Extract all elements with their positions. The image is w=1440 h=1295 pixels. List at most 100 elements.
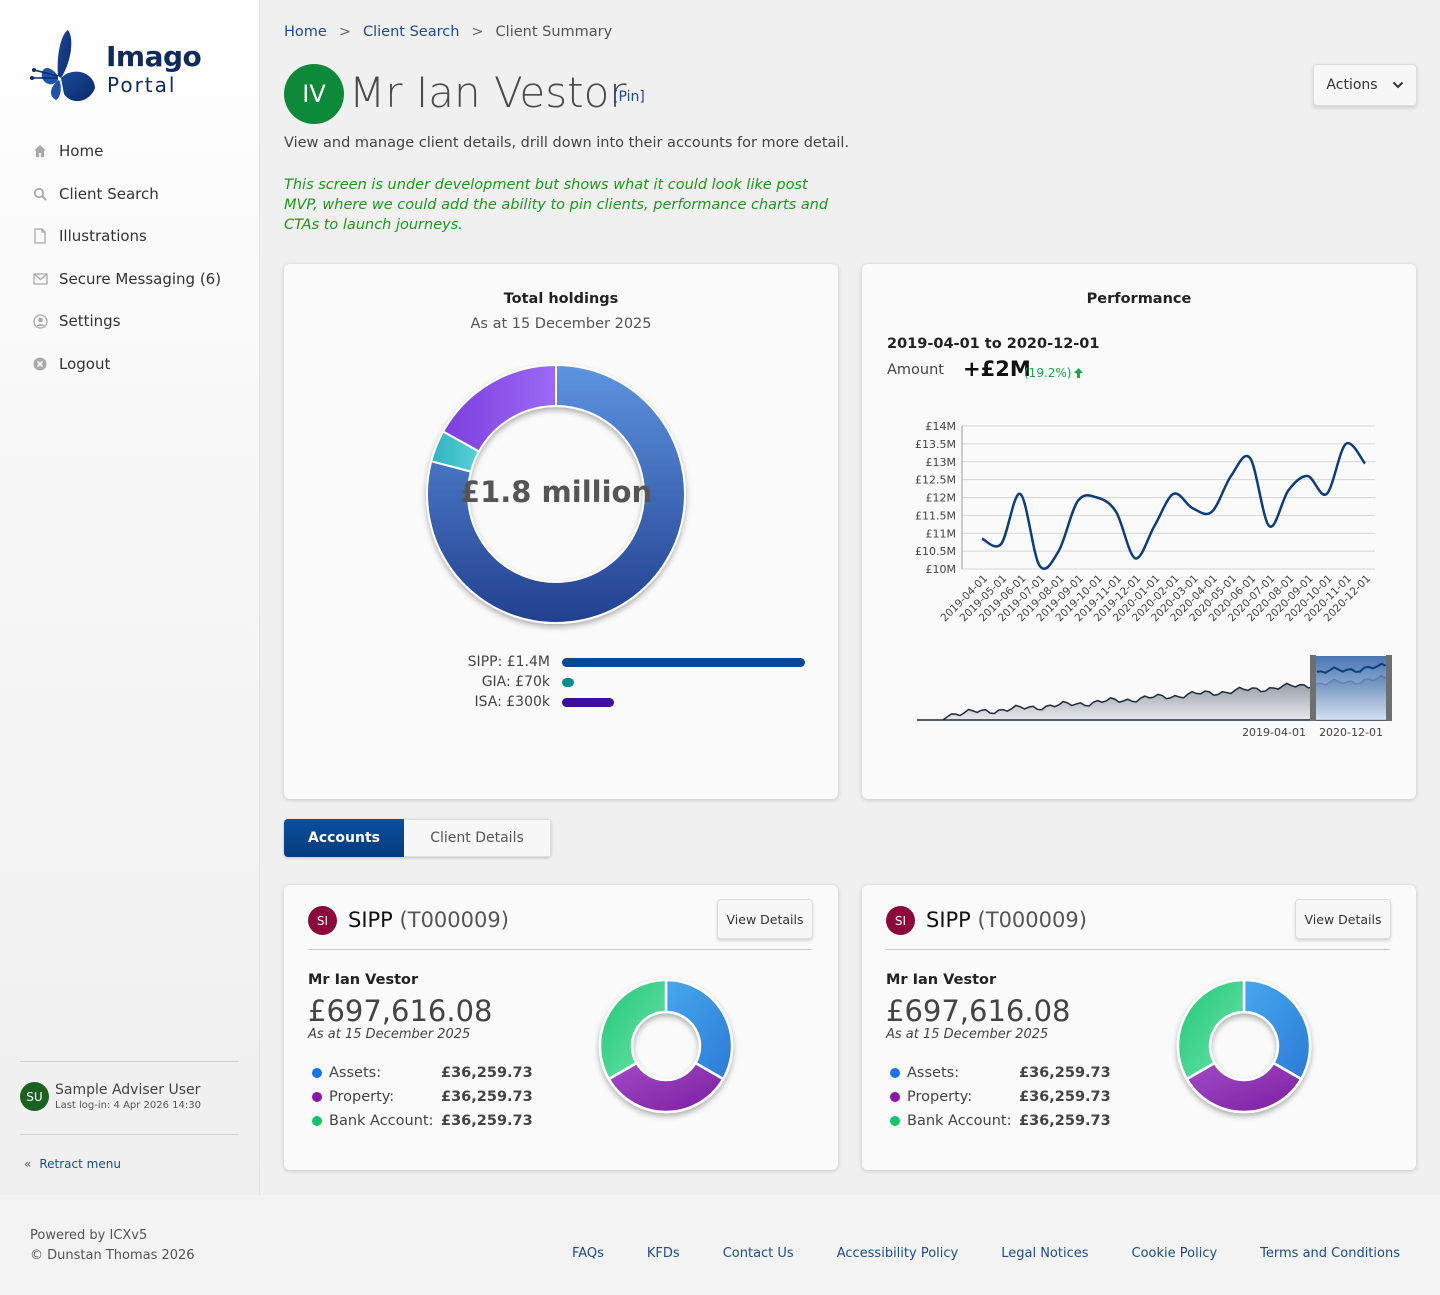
retract-menu-link[interactable]: « Retract menu — [24, 1157, 121, 1171]
double-chevron-left-icon: « — [24, 1157, 32, 1171]
sidebar-nav: Home Client Search Illustrations Secure … — [30, 130, 240, 385]
sidebar-item-label: Settings — [59, 312, 121, 331]
footer-link-contact-us[interactable]: Contact Us — [722, 1246, 794, 1261]
search-icon — [30, 184, 50, 204]
account-type: SIPP — [348, 908, 393, 932]
footer-link-legal-notices[interactable]: Legal Notices — [1001, 1246, 1089, 1261]
account-tabs: Accounts Client Details — [284, 819, 551, 857]
navigator-selection[interactable] — [1314, 656, 1386, 720]
sidebar: Imago Portal Home Client Search Illustra… — [0, 0, 260, 1195]
navigator-handle-left[interactable] — [1310, 655, 1316, 721]
total-holdings-card: Total holdings As at 15 December 2025 £1… — [284, 264, 838, 799]
bank-dot-icon — [312, 1116, 322, 1126]
legend-label: ISA: £300k — [474, 694, 550, 710]
account-value: £697,616.08 — [886, 994, 1071, 1028]
sidebar-item-client-search[interactable]: Client Search — [30, 173, 240, 216]
account-code: (T000009) — [977, 908, 1087, 932]
donut-slice-sipp[interactable] — [426, 363, 686, 624]
navigator-end-label: 2020-12-01 — [1319, 726, 1383, 739]
donut-slice-property[interactable] — [607, 1061, 725, 1114]
sidebar-item-label: Logout — [59, 354, 111, 373]
view-details-button[interactable]: View Details — [1295, 899, 1391, 939]
envelope-icon — [30, 269, 50, 289]
butterfly-logo-icon — [30, 30, 95, 102]
performance-line-chart: £10M £10.5M £11M £11.5M £12M £12.5M £13M £13.5M… — [915, 420, 1392, 739]
account-divider — [886, 949, 1390, 950]
footer-link-terms-and-conditions[interactable]: Terms and Conditions — [1260, 1246, 1400, 1261]
performance-series-line[interactable] — [981, 441, 1366, 570]
breadcrumb-home[interactable]: Home — [284, 24, 327, 40]
account-as-at: As at 15 December 2025 — [308, 1027, 471, 1042]
account-row-property: Property: £36,259.73 — [312, 1089, 533, 1105]
y-tick-label: £12.5M — [915, 474, 956, 487]
footer-links: FAQs KFDs Contact Us Accessibility Polic… — [572, 1246, 1400, 1261]
row-amount: £36,259.73 — [441, 1113, 533, 1129]
breadcrumb-client-search[interactable]: Client Search — [362, 24, 460, 40]
account-donut-chart — [1176, 978, 1312, 1114]
chevron-down-icon — [1392, 81, 1403, 89]
footer-link-kfds[interactable]: KFDs — [646, 1246, 680, 1261]
account-code: (T000009) — [399, 908, 509, 932]
arrow-up-icon — [1074, 368, 1084, 378]
holdings-donut-chart: £1.8 million — [426, 363, 686, 624]
client-avatar: IV — [284, 64, 344, 124]
sidebar-item-logout[interactable]: Logout — [30, 343, 240, 386]
copyright: © Dunstan Thomas 2026 — [30, 1248, 195, 1263]
pin-client-link[interactable]: [Pin] — [613, 89, 645, 105]
development-note: This screen is under development but sho… — [284, 177, 829, 233]
retract-menu-label: Retract menu — [39, 1157, 121, 1171]
footer-powered: Powered by ICXv5 © Dunstan Thomas 2026 — [30, 1226, 195, 1266]
navigator-handle-right[interactable] — [1386, 655, 1392, 721]
sidebar-divider — [20, 1061, 239, 1062]
y-tick-label: £14M — [926, 420, 957, 433]
last-login: Last log-in: 4 Apr 2026 14:30 — [55, 1100, 201, 1111]
page-title: Mr Ian Vestor — [349, 68, 627, 117]
view-details-button[interactable]: View Details — [717, 899, 813, 939]
breadcrumb: Home > Client Search > Client Summary — [284, 24, 612, 40]
powered-by: Powered by ICXv5 — [30, 1228, 148, 1243]
sidebar-item-illustrations[interactable]: Illustrations — [30, 215, 240, 258]
account-donut-chart — [598, 978, 734, 1114]
performance-title: Performance — [1086, 291, 1192, 307]
footer-link-accessibility-policy[interactable]: Accessibility Policy — [836, 1246, 959, 1261]
donut-slice-bank[interactable] — [1176, 978, 1246, 1081]
holdings-legend-isa: ISA: £300k — [284, 694, 838, 710]
donut-slice-assets[interactable] — [1242, 978, 1312, 1081]
y-tick-label: £13M — [926, 456, 957, 469]
legend-label: GIA: £70k — [481, 674, 550, 690]
account-title: SIPP (T000009) — [348, 908, 509, 932]
footer-link-cookie-policy[interactable]: Cookie Policy — [1131, 1246, 1218, 1261]
imago-portal-logo[interactable]: Imago Portal — [28, 28, 202, 108]
breadcrumb-current: Client Summary — [495, 24, 613, 40]
sidebar-item-secure-messaging[interactable]: Secure Messaging (6) — [30, 258, 240, 301]
bank-dot-icon — [890, 1116, 900, 1126]
row-amount: £36,259.73 — [441, 1089, 533, 1105]
assets-dot-icon — [312, 1068, 322, 1078]
current-user: SU Sample Adviser User Last log-in: 4 Ap… — [20, 1082, 201, 1111]
row-label: Property: — [329, 1089, 395, 1105]
footer-link-faqs[interactable]: FAQs — [571, 1246, 604, 1261]
donut-slice-isa[interactable] — [441, 363, 557, 453]
account-row-property: Property: £36,259.73 — [890, 1089, 1111, 1105]
legend-bar — [562, 657, 805, 667]
legend-bar — [562, 697, 615, 707]
account-card: SI SIPP (T000009) View Details Mr Ian Ve… — [862, 885, 1416, 1170]
row-label: Bank Account: — [907, 1113, 1012, 1129]
performance-pct: (19.2%) — [1024, 366, 1072, 380]
account-as-at: As at 15 December 2025 — [886, 1027, 1049, 1042]
tab-accounts[interactable]: Accounts — [284, 819, 404, 857]
sidebar-item-settings[interactable]: Settings — [30, 300, 240, 343]
account-card: SI SIPP (T000009) View Details Mr Ian Ve… — [284, 885, 838, 1170]
sidebar-item-label: Illustrations — [59, 227, 147, 246]
main-content: Home > Client Search > Client Summary IV… — [260, 0, 1440, 1195]
user-name: Sample Adviser User — [55, 1082, 201, 1098]
donut-slice-assets[interactable] — [664, 978, 734, 1081]
sidebar-item-home[interactable]: Home — [30, 130, 240, 173]
actions-dropdown-button[interactable]: Actions — [1313, 64, 1417, 106]
tab-client-details[interactable]: Client Details — [404, 819, 551, 857]
donut-slice-bank[interactable] — [598, 978, 668, 1081]
account-row-bank: Bank Account: £36,259.73 — [890, 1113, 1111, 1129]
logo-text-portal: Portal — [107, 73, 177, 97]
holdings-center-label: £1.8 million — [460, 475, 652, 509]
donut-slice-property[interactable] — [1185, 1061, 1303, 1114]
